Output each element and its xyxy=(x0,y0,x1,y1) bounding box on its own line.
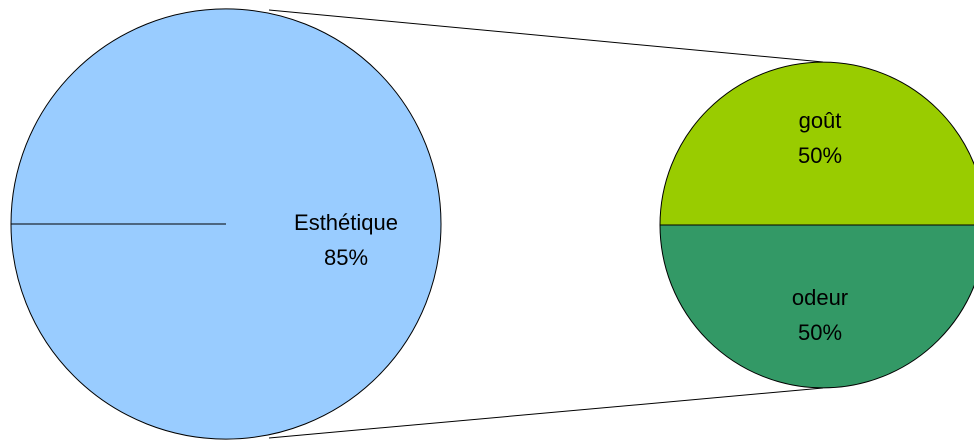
label-esthetique: Esthétique xyxy=(294,210,398,235)
label-gout: goût xyxy=(799,108,842,133)
secondary-pie-slice-odeur xyxy=(659,224,974,389)
label-odeur: odeur xyxy=(792,285,848,310)
value-label-odeur: 50% xyxy=(798,320,842,345)
main-pie xyxy=(10,8,442,440)
secondary-pie xyxy=(659,61,974,389)
secondary-pie-slice-gout xyxy=(659,61,974,226)
connector-line-bottom xyxy=(268,387,824,439)
value-label-esthetique: 85% xyxy=(324,245,368,270)
value-label-gout: 50% xyxy=(798,143,842,168)
connector-line-top xyxy=(268,9,824,63)
